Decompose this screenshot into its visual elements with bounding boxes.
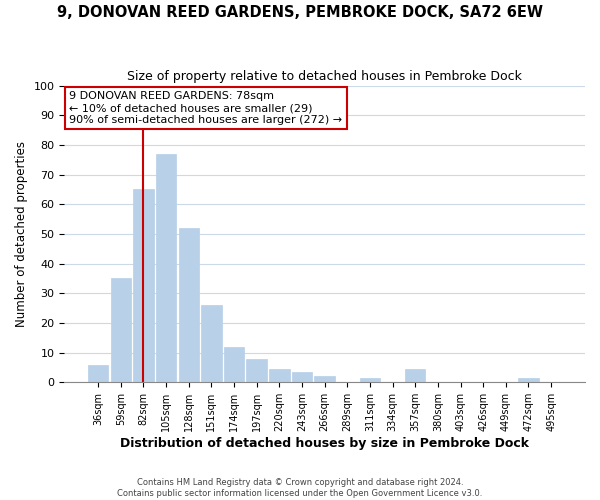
Text: 9 DONOVAN REED GARDENS: 78sqm
← 10% of detached houses are smaller (29)
90% of s: 9 DONOVAN REED GARDENS: 78sqm ← 10% of d…	[70, 92, 343, 124]
Bar	[360, 378, 380, 382]
Bar	[110, 278, 131, 382]
Bar	[224, 346, 244, 382]
Bar	[133, 190, 154, 382]
Bar	[269, 369, 290, 382]
Bar	[201, 305, 221, 382]
Bar	[179, 228, 199, 382]
Bar	[247, 358, 267, 382]
Bar	[405, 369, 425, 382]
Text: Contains HM Land Registry data © Crown copyright and database right 2024.
Contai: Contains HM Land Registry data © Crown c…	[118, 478, 482, 498]
Bar	[314, 376, 335, 382]
Bar	[292, 372, 312, 382]
Text: 9, DONOVAN REED GARDENS, PEMBROKE DOCK, SA72 6EW: 9, DONOVAN REED GARDENS, PEMBROKE DOCK, …	[57, 5, 543, 20]
Bar	[88, 364, 109, 382]
Y-axis label: Number of detached properties: Number of detached properties	[15, 141, 28, 327]
Bar	[518, 378, 539, 382]
X-axis label: Distribution of detached houses by size in Pembroke Dock: Distribution of detached houses by size …	[120, 437, 529, 450]
Title: Size of property relative to detached houses in Pembroke Dock: Size of property relative to detached ho…	[127, 70, 522, 83]
Bar	[156, 154, 176, 382]
